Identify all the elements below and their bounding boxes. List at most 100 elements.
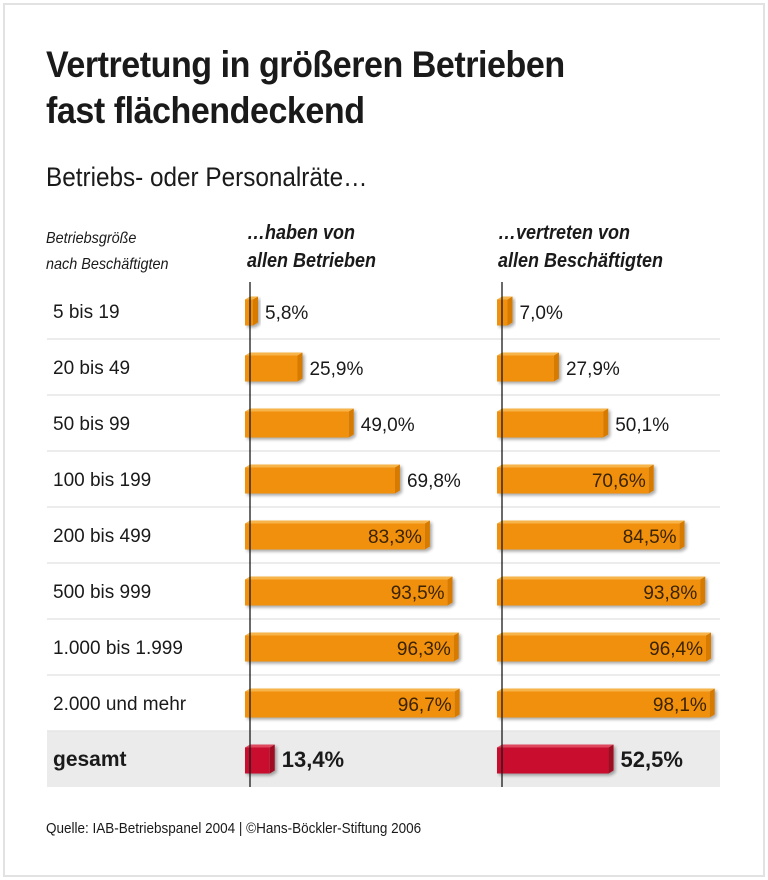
- value-label: 70,6%: [592, 471, 646, 492]
- bar-side-face: [553, 352, 559, 382]
- value-label: 83,3%: [368, 527, 422, 548]
- bar-side-face: [648, 464, 654, 494]
- bar-side-face: [447, 576, 453, 606]
- bar-side-face: [608, 744, 614, 774]
- bar: [245, 352, 303, 382]
- bar-top-face: [497, 688, 715, 692]
- bar-side-face: [394, 464, 400, 494]
- value-label: 27,9%: [566, 359, 620, 380]
- bar-top-face: [497, 408, 609, 412]
- bar-front-face: [245, 579, 448, 606]
- total-row-background: [47, 731, 720, 787]
- bar-top-face: [245, 408, 354, 412]
- bar-front-face: [497, 355, 554, 382]
- bar-top-face: [245, 744, 275, 748]
- bar-side-face: [297, 352, 303, 382]
- bar-front-face: [245, 299, 253, 326]
- bar: [245, 520, 430, 550]
- bar-top-face: [497, 464, 654, 468]
- bar-side-face: [453, 632, 459, 662]
- category-label: 50 bis 99: [53, 414, 130, 435]
- category-label: 2.000 und mehr: [53, 694, 187, 715]
- bar-side-face: [348, 408, 354, 438]
- bar: [245, 296, 258, 326]
- category-label: 1.000 bis 1.999: [53, 638, 183, 659]
- bar-top-face: [245, 352, 303, 356]
- bar-front-face: [245, 411, 349, 438]
- bar-side-face: [424, 520, 430, 550]
- bar: [497, 520, 685, 550]
- value-label: 49,0%: [361, 415, 415, 436]
- value-label: 93,8%: [643, 583, 697, 604]
- bar-top-face: [497, 632, 712, 636]
- total-value-label: 52,5%: [621, 747, 683, 772]
- bar-front-face: [497, 747, 609, 774]
- bar-front-face: [497, 691, 710, 718]
- row-header-line-2: nach Beschäftigten: [46, 256, 169, 273]
- bar-top-face: [497, 744, 614, 748]
- bar-front-face: [245, 747, 270, 774]
- title-line-2: fast flächendeckend: [46, 90, 365, 131]
- source-note: Quelle: IAB-Betriebspanel 2004 | ©Hans-B…: [46, 820, 422, 837]
- bar-front-face: [245, 467, 395, 494]
- bar-side-face: [700, 576, 706, 606]
- bar-front-face: [245, 635, 454, 662]
- bar: [245, 464, 400, 494]
- bar-side-face: [706, 632, 712, 662]
- chart-title: Vertretung in größeren Betrieben fast fl…: [46, 42, 565, 134]
- bar-top-face: [245, 464, 400, 468]
- bar-side-face: [253, 296, 258, 326]
- bar: [497, 408, 609, 438]
- bar: [245, 576, 453, 606]
- bar: [497, 688, 715, 718]
- column-header-beschaeftigte-line-1: …vertreten von: [498, 222, 631, 244]
- bar-top-face: [245, 576, 453, 580]
- bar: [497, 632, 712, 662]
- bar-side-face: [679, 520, 685, 550]
- category-label: 500 bis 999: [53, 582, 151, 603]
- column-header-betriebe-line-2: allen Betrieben: [247, 250, 377, 272]
- column-header-beschaeftigte: …vertreten von allen Beschäftigten: [498, 219, 663, 275]
- category-label-total: gesamt: [53, 748, 127, 771]
- bar-top-face: [497, 352, 559, 356]
- value-label: 98,1%: [653, 695, 707, 716]
- category-label: 20 bis 49: [53, 358, 130, 379]
- bar-side-face: [709, 688, 715, 718]
- category-label: 200 bis 499: [53, 526, 151, 547]
- value-label: 96,3%: [397, 639, 451, 660]
- bar-front-face: [497, 523, 680, 550]
- total-bar: [497, 744, 614, 774]
- value-label: 93,5%: [391, 583, 445, 604]
- bar-front-face: [497, 635, 707, 662]
- value-label: 7,0%: [520, 303, 563, 324]
- bar-side-face: [507, 296, 513, 326]
- total-bar: [245, 744, 275, 774]
- bar-front-face: [497, 579, 701, 606]
- value-label: 69,8%: [407, 471, 461, 492]
- bar-top-face: [245, 688, 460, 692]
- bar-front-face: [245, 523, 425, 550]
- title-line-1: Vertretung in größeren Betrieben: [46, 44, 565, 85]
- value-label: 50,1%: [615, 415, 669, 436]
- row-header-line-1: Betriebsgröße: [46, 230, 137, 247]
- bar: [497, 576, 706, 606]
- row-header: Betriebsgröße nach Beschäftigten: [46, 226, 168, 278]
- bar-top-face: [497, 296, 513, 300]
- bar: [245, 632, 459, 662]
- bar-front-face: [497, 411, 604, 438]
- bar-side-face: [269, 744, 275, 774]
- column-header-beschaeftigte-line-2: allen Beschäftigten: [498, 250, 664, 272]
- value-label: 25,9%: [309, 359, 363, 380]
- bar: [497, 464, 654, 494]
- bar-front-face: [245, 691, 455, 718]
- bar-side-face: [454, 688, 460, 718]
- column-header-betriebe-line-1: …haben von: [247, 222, 356, 244]
- category-label: 5 bis 19: [53, 302, 120, 323]
- bar: [497, 296, 513, 326]
- bar-top-face: [245, 632, 459, 636]
- value-label: 96,7%: [398, 695, 452, 716]
- bar-top-face: [245, 520, 430, 524]
- bar-top-face: [497, 520, 685, 524]
- chart-subtitle: Betriebs- oder Personalräte…: [46, 162, 368, 192]
